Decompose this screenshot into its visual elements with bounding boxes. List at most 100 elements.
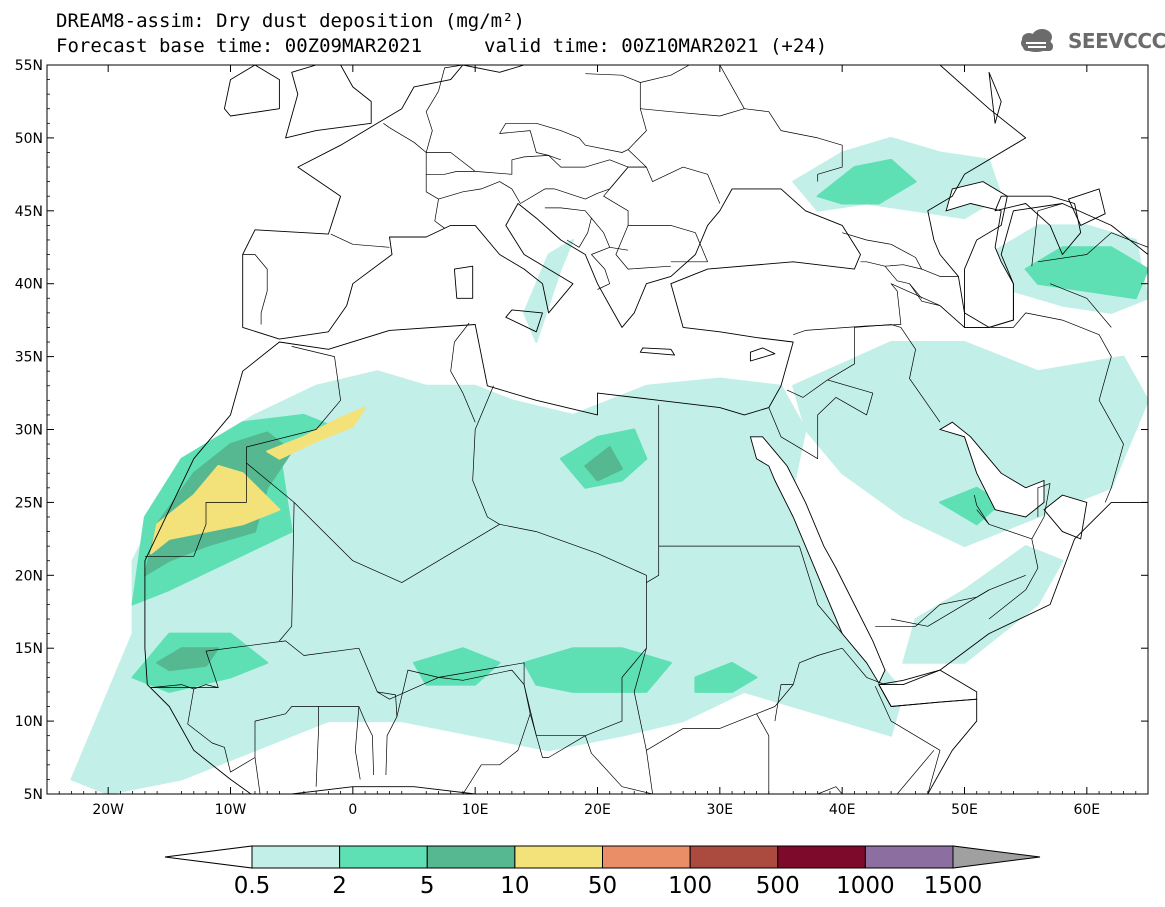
country-border bbox=[330, 233, 390, 248]
lat-tick-label: 30N bbox=[15, 423, 43, 439]
country-border bbox=[315, 706, 319, 787]
country-border bbox=[520, 188, 555, 204]
country-border bbox=[1037, 232, 1148, 263]
colorbar-bin bbox=[777, 845, 866, 869]
dust-region bbox=[266, 406, 367, 460]
coastlines bbox=[144, 65, 1148, 794]
country-border bbox=[874, 685, 941, 794]
dust-region bbox=[584, 446, 623, 482]
colorbar-bin bbox=[426, 845, 516, 869]
country-border bbox=[499, 122, 629, 156]
lon-tick-label: 10W bbox=[215, 802, 247, 818]
lon-tick-label: 50E bbox=[951, 802, 978, 818]
colorbar-bin bbox=[689, 845, 779, 869]
country-border bbox=[1037, 483, 1051, 517]
colorbar-bin bbox=[339, 845, 428, 869]
country-border bbox=[793, 283, 941, 336]
country-border bbox=[875, 589, 990, 627]
lat-tick-label: 25N bbox=[15, 495, 43, 511]
colorbar-label: 1000 bbox=[836, 873, 895, 899]
country-border bbox=[799, 545, 843, 634]
map-title: DREAM8-assim: Dry dust deposition (mg/m²… bbox=[56, 10, 525, 32]
coastline bbox=[505, 309, 543, 333]
country-border bbox=[585, 73, 647, 150]
dust-region bbox=[523, 239, 574, 343]
country-border bbox=[640, 108, 843, 182]
country-border bbox=[383, 123, 427, 153]
country-border bbox=[633, 648, 653, 794]
country-border bbox=[603, 166, 721, 263]
country-border bbox=[768, 793, 771, 794]
colorbar-label: 100 bbox=[668, 873, 712, 899]
colorbar-under-arrow bbox=[164, 845, 253, 869]
lat-tick-label: 35N bbox=[15, 350, 43, 366]
lat-tick-label: 15N bbox=[15, 641, 43, 657]
colorbar: 0.5 2 5 10 50 100 500 1000 1500 bbox=[164, 845, 1041, 899]
country-border bbox=[242, 254, 268, 325]
country-border bbox=[640, 65, 690, 83]
colorbar-label: 5 bbox=[420, 873, 435, 899]
colorbar-label: 2 bbox=[332, 873, 347, 899]
country-border bbox=[768, 379, 874, 460]
country-border bbox=[627, 149, 647, 168]
country-border bbox=[921, 268, 959, 277]
country-border bbox=[939, 305, 965, 328]
forecast-base-time: Forecast base time: 00Z09MAR2021 bbox=[56, 35, 423, 57]
country-border bbox=[719, 65, 745, 109]
country-border bbox=[646, 713, 770, 794]
colorbar-label: 500 bbox=[756, 873, 800, 899]
water-body bbox=[938, 421, 1045, 518]
coastline bbox=[453, 265, 474, 299]
country-border bbox=[884, 265, 922, 299]
colorbar-bin bbox=[514, 845, 603, 869]
country-border bbox=[354, 706, 361, 780]
coastline bbox=[223, 65, 280, 117]
seevccc-logo bbox=[1021, 29, 1053, 52]
country-border bbox=[817, 786, 843, 794]
lat-tick-label: 5N bbox=[24, 787, 43, 803]
lat-tick-label: 10N bbox=[15, 714, 43, 730]
dust-region bbox=[413, 647, 501, 686]
logo-text: SEEVCCC bbox=[1068, 29, 1165, 53]
country-border bbox=[144, 463, 247, 557]
water-body bbox=[1043, 494, 1088, 540]
country-border bbox=[896, 750, 935, 794]
dust-region bbox=[156, 647, 220, 672]
valid-time: valid time: 00Z10MAR2021 (+24) bbox=[484, 35, 828, 57]
country-border bbox=[591, 254, 611, 290]
country-border bbox=[615, 225, 671, 270]
colorbar-bin bbox=[602, 845, 691, 869]
country-border bbox=[254, 706, 374, 776]
lon-tick-label: 20E bbox=[584, 802, 611, 818]
lat-tick-label: 45N bbox=[15, 204, 43, 220]
country-border bbox=[841, 647, 886, 685]
coastline bbox=[144, 65, 1148, 794]
lon-tick-label: 10E bbox=[462, 802, 489, 818]
dust-region bbox=[902, 545, 1064, 664]
country-border bbox=[450, 322, 476, 423]
coastline bbox=[994, 195, 1082, 255]
lat-tick-label: 20N bbox=[15, 568, 43, 584]
colorbar-label: 10 bbox=[500, 873, 529, 899]
lon-tick-label: 30E bbox=[706, 802, 733, 818]
colorbar-label: 1500 bbox=[924, 873, 983, 899]
dust-region bbox=[816, 158, 917, 205]
dust-region bbox=[523, 647, 672, 693]
colorbar-bin bbox=[251, 845, 341, 869]
country-border bbox=[426, 152, 561, 175]
lat-tick-label: 50N bbox=[15, 131, 43, 147]
country-border bbox=[472, 385, 500, 525]
colorbar-over-arrow bbox=[952, 845, 1041, 869]
colorbar-bin bbox=[864, 845, 954, 869]
lon-tick-label: 60E bbox=[1073, 802, 1100, 818]
country-border bbox=[756, 647, 843, 715]
country-border bbox=[909, 283, 941, 306]
country-border bbox=[774, 684, 794, 722]
country-borders bbox=[144, 65, 1148, 794]
country-border bbox=[1049, 283, 1112, 328]
lat-tick-label: 55N bbox=[15, 58, 43, 74]
country-border bbox=[591, 217, 611, 248]
coastline bbox=[285, 65, 372, 139]
country-border bbox=[973, 495, 990, 525]
